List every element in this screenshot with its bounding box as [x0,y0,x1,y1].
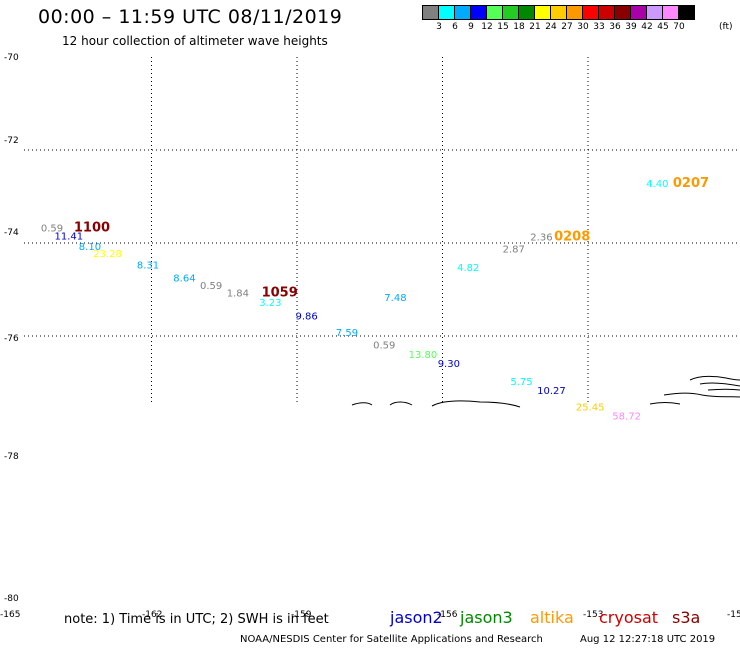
longitude-label: -165 [0,610,20,620]
pass-time-label: 1100 [74,220,110,235]
color-swatch [662,5,679,20]
longitude-label: -153 [583,610,603,620]
wave-height-value: 9.30 [438,359,460,370]
latitude-label: -76 [4,334,19,344]
wave-height-value: 0.59 [41,223,63,234]
color-scale-tick: 39 [625,22,637,32]
wave-height-value: 0.59 [200,281,222,292]
longitude-label: -150 [727,610,740,620]
color-swatch [534,5,551,20]
color-scale-tick: 36 [609,22,621,32]
credit-text: NOAA/NESDIS Center for Satellite Applica… [240,634,543,645]
color-swatch [646,5,663,20]
wave-height-value: 4.40 [646,179,668,190]
color-swatch [470,5,487,20]
latitude-label: -74 [4,228,19,238]
wave-height-value: 8.64 [173,274,195,285]
longitude-label: -162 [142,610,162,620]
color-scale-tick: 33 [593,22,605,32]
wave-height-value: 25.45 [576,402,605,413]
latitude-label: -78 [4,452,19,462]
color-scale-unit: (ft) [719,22,733,32]
legend-entry-s3a: s3a [672,608,701,627]
color-scale-tick: 24 [545,22,557,32]
wave-height-value: 9.86 [296,312,318,323]
color-swatch [486,5,503,20]
wave-height-value: 11.41 [55,231,84,242]
wave-height-value: 5.75 [510,377,532,388]
wave-height-value: 7.48 [384,293,406,304]
wave-height-value: 4.82 [457,263,479,274]
latitude-label: -70 [4,53,19,63]
color-swatch [454,5,471,20]
wave-height-value: 1.84 [227,289,249,300]
legend-entry-altika: altika [530,608,574,627]
color-swatch [630,5,647,20]
color-swatch [422,5,439,20]
latitude-label: -80 [4,594,19,604]
wave-height-value: 8.10 [79,242,101,253]
longitude-label: -159 [291,610,312,620]
legend-entry-jason3: jason3 [460,608,513,627]
color-swatch [598,5,615,20]
wave-height-value: 8.31 [137,261,159,272]
latitude-labels: -70 -72 -74 -76 -78 -80 [4,53,19,604]
color-scale-tick: 42 [641,22,653,32]
coastline [351,375,740,408]
wave-height-value: 13.80 [409,350,438,361]
chart-title: 00:00 – 11:59 UTC 08/11/2019 [38,6,343,28]
color-swatch [582,5,599,20]
color-scale-tick: 6 [452,22,458,32]
legend-entry-jason2: jason2 [390,608,443,627]
color-scale-tick: 70 [673,22,685,32]
legend-entry-cryosat: cryosat [599,608,659,627]
color-swatch [438,5,455,20]
graticule-grid [24,57,740,405]
longitude-label: -156 [437,610,458,620]
pass-time-label: 0208 [554,230,590,245]
wave-height-value: 58.72 [612,412,641,423]
color-scale-tick: 21 [529,22,541,32]
pass-time-label: 1059 [262,286,298,301]
longitude-labels: -165 -162 -159 -156 -153 -150 [0,610,740,620]
wave-height-value: 2.36 [530,233,552,244]
note-text: note: 1) Time is in UTC; 2) SWH is in fe… [64,612,329,627]
color-scale-labels: 3 6 9 12 15 18 21 24 27 30 33 36 39 42 45 70 (ft) [423,22,740,34]
color-swatch [678,5,695,20]
color-scale-tick: 27 [561,22,573,32]
wave-height-value: 7.59 [336,328,358,339]
generation-timestamp: Aug 12 12:27:18 UTC 2019 [580,634,716,645]
color-swatch [518,5,535,20]
color-scale-tick: 30 [577,22,589,32]
wave-height-value: 10.27 [537,386,566,397]
color-swatch [550,5,567,20]
chart-subtitle: 12 hour collection of altimeter wave hei… [62,34,328,48]
pass-time-label: 0207 [673,176,709,191]
color-swatch [502,5,519,20]
color-swatch [566,5,583,20]
color-scale-tick: 9 [468,22,474,32]
color-scale-tick: 15 [497,22,509,32]
wave-height-value: 0.59 [373,341,395,352]
wave-height-value: 23.28 [93,249,122,260]
wave-height-value: 3.23 [259,298,281,309]
color-scale-tick: 12 [481,22,493,32]
wave-height-value: 2.87 [503,244,525,255]
color-swatch [614,5,631,20]
color-scale-bar [422,5,695,20]
color-scale-tick: 3 [436,22,442,32]
color-scale-tick: 18 [513,22,525,32]
latitude-label: -72 [4,136,19,146]
color-scale-tick: 45 [657,22,669,32]
